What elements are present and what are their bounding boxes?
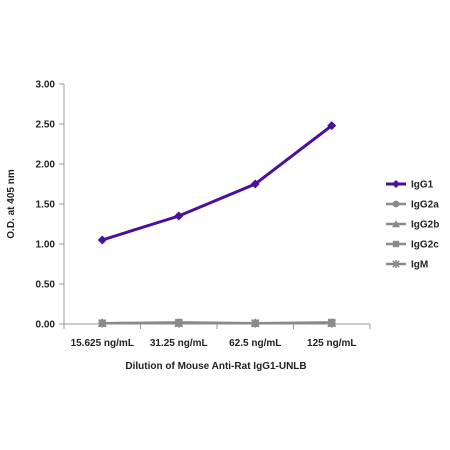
- y-axis-title: O.D. at 405 nm: [6, 169, 17, 239]
- y-tick-label: 0.00: [36, 320, 56, 331]
- legend-label: IgG2c: [411, 240, 439, 251]
- series-line: [101, 124, 333, 242]
- data-point: [174, 211, 184, 221]
- legend-label: IgG1: [411, 180, 434, 191]
- legend-marker: [392, 200, 400, 208]
- legend-item: IgG2b: [386, 220, 439, 231]
- x-tick-label: 125 ng/mL: [307, 338, 356, 349]
- legend-item: IgG2c: [386, 240, 439, 251]
- x-axis-title: Dilution of Mouse Anti-Rat IgG1-UNLB: [125, 361, 306, 372]
- series-igg2a: [98, 319, 336, 328]
- data-point: [98, 319, 107, 328]
- legend-marker: [392, 240, 400, 248]
- y-tick-label: 2.50: [36, 120, 56, 131]
- x-tick-label: 31.25 ng/mL: [150, 338, 208, 349]
- data-point: [250, 179, 260, 189]
- y-tick-label: 0.50: [36, 280, 56, 291]
- data-point: [327, 121, 337, 131]
- data-point: [251, 319, 260, 328]
- y-tick-label: 2.00: [36, 160, 56, 171]
- legend-item: IgM: [386, 260, 428, 271]
- legend-label: IgM: [411, 260, 428, 271]
- legend-label: IgG2b: [411, 220, 439, 231]
- data-point: [174, 319, 183, 328]
- series-group: [97, 121, 337, 328]
- legend-label: IgG2a: [411, 200, 439, 211]
- legend: IgG1 IgG2a IgG2b IgG2c IgM: [386, 180, 439, 271]
- legend-item: IgG2a: [386, 200, 439, 211]
- data-point: [327, 319, 336, 328]
- series-igg1: [97, 121, 337, 245]
- legend-marker: [392, 180, 400, 188]
- data-point: [97, 235, 107, 245]
- y-tick-label: 1.00: [36, 240, 56, 251]
- y-axis-ticks: 0.00 0.50 1.00 1.50 2.00 2.50 3.00: [36, 80, 64, 331]
- x-axis-ticks: 15.625 ng/mL 31.25 ng/mL 62.5 ng/mL 125 ng/…: [63, 324, 371, 349]
- y-tick-label: 1.50: [36, 200, 56, 211]
- legend-item: IgG1: [386, 180, 434, 191]
- x-tick-label: 62.5 ng/mL: [229, 338, 281, 349]
- x-tick-label: 15.625 ng/mL: [71, 338, 134, 349]
- legend-marker: [392, 260, 400, 268]
- y-tick-label: 3.00: [36, 80, 56, 91]
- legend-marker: [392, 220, 400, 228]
